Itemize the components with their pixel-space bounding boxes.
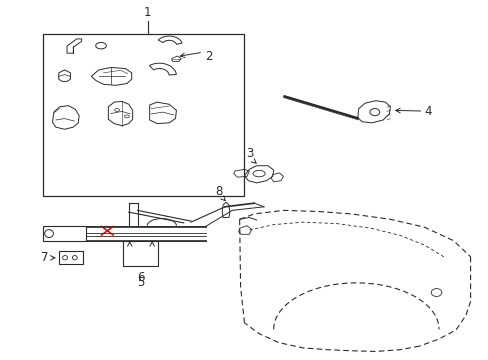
Text: 4: 4 [424, 104, 431, 118]
Bar [122, 242, 158, 266]
Text: 5: 5 [137, 276, 144, 289]
Text: 8: 8 [215, 185, 222, 198]
Ellipse shape [369, 109, 379, 116]
Text: 1: 1 [143, 5, 151, 18]
Bar [42, 226, 86, 241]
Bar [59, 251, 83, 264]
Text: 7: 7 [41, 251, 48, 264]
Text: 6: 6 [137, 271, 144, 284]
Text: 3: 3 [246, 147, 253, 160]
Bar [42, 33, 244, 196]
Text: 2: 2 [205, 50, 213, 63]
